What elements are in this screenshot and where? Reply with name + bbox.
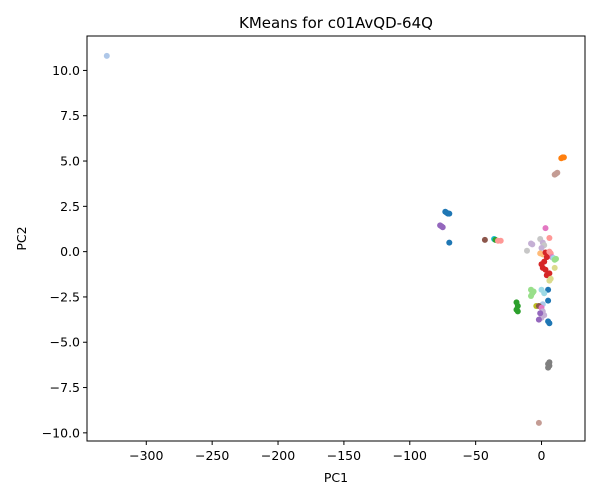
x-tick-label: −50 [462,448,488,463]
x-axis-label: PC1 [324,470,348,485]
y-tick-label: −7.5 [50,380,80,395]
scatter-point [546,277,553,284]
scatter-point [542,266,549,273]
scatter-point [542,225,549,232]
scatter-points [103,52,567,426]
scatter-point [545,286,552,293]
y-tick-label: 7.5 [60,108,80,123]
y-tick-label: 0.0 [60,244,80,259]
scatter-point [537,310,544,317]
scatter-point [481,236,488,243]
scatter-point [442,208,449,215]
chart-title: KMeans for c01AvQD-64Q [239,14,433,32]
scatter-point [553,255,559,262]
scatter-point [538,245,545,251]
x-tick-label: −200 [261,448,295,463]
x-axis-ticks: −300 −250 −200 −150 −100 −50 0 [129,441,546,463]
scatter-point [103,52,110,59]
x-tick-label: −150 [327,448,361,463]
scatter-point [439,224,446,231]
scatter-point [560,154,567,161]
scatter-point [546,320,553,327]
scatter-point [528,240,534,247]
scatter-point [514,308,521,315]
scatter-point [546,235,553,241]
scatter-point [554,169,561,176]
y-tick-label: 10.0 [52,63,80,78]
plot-frame [86,35,586,442]
y-tick-label: −2.5 [50,289,80,304]
scatter-point [524,247,530,254]
y-tick-label: 2.5 [60,199,80,214]
scatter-point [541,290,548,297]
x-tick-label: −250 [195,448,229,463]
scatter-point [545,364,552,371]
y-axis-label: PC2 [14,226,29,250]
scatter-point [535,316,542,323]
y-tick-label: −10.0 [42,425,80,440]
scatter-point [545,297,552,304]
scatter-point [535,419,542,426]
y-tick-label: −5.0 [50,335,80,350]
x-tick-label: −300 [129,448,163,463]
scatter-point [446,239,453,246]
scatter-point [546,270,553,277]
y-axis-ticks: 10.0 7.5 5.0 2.5 0.0 −2.5 −5.0 −7.5 −10.0 [42,63,87,440]
scatter-point [497,237,504,244]
x-tick-label: 0 [538,448,546,463]
scatter-point [528,293,534,299]
scatter-point [551,264,558,271]
x-tick-label: −100 [393,448,427,463]
y-tick-label: 5.0 [60,154,80,169]
scatter-point [530,288,537,295]
scatter-point [543,254,550,261]
